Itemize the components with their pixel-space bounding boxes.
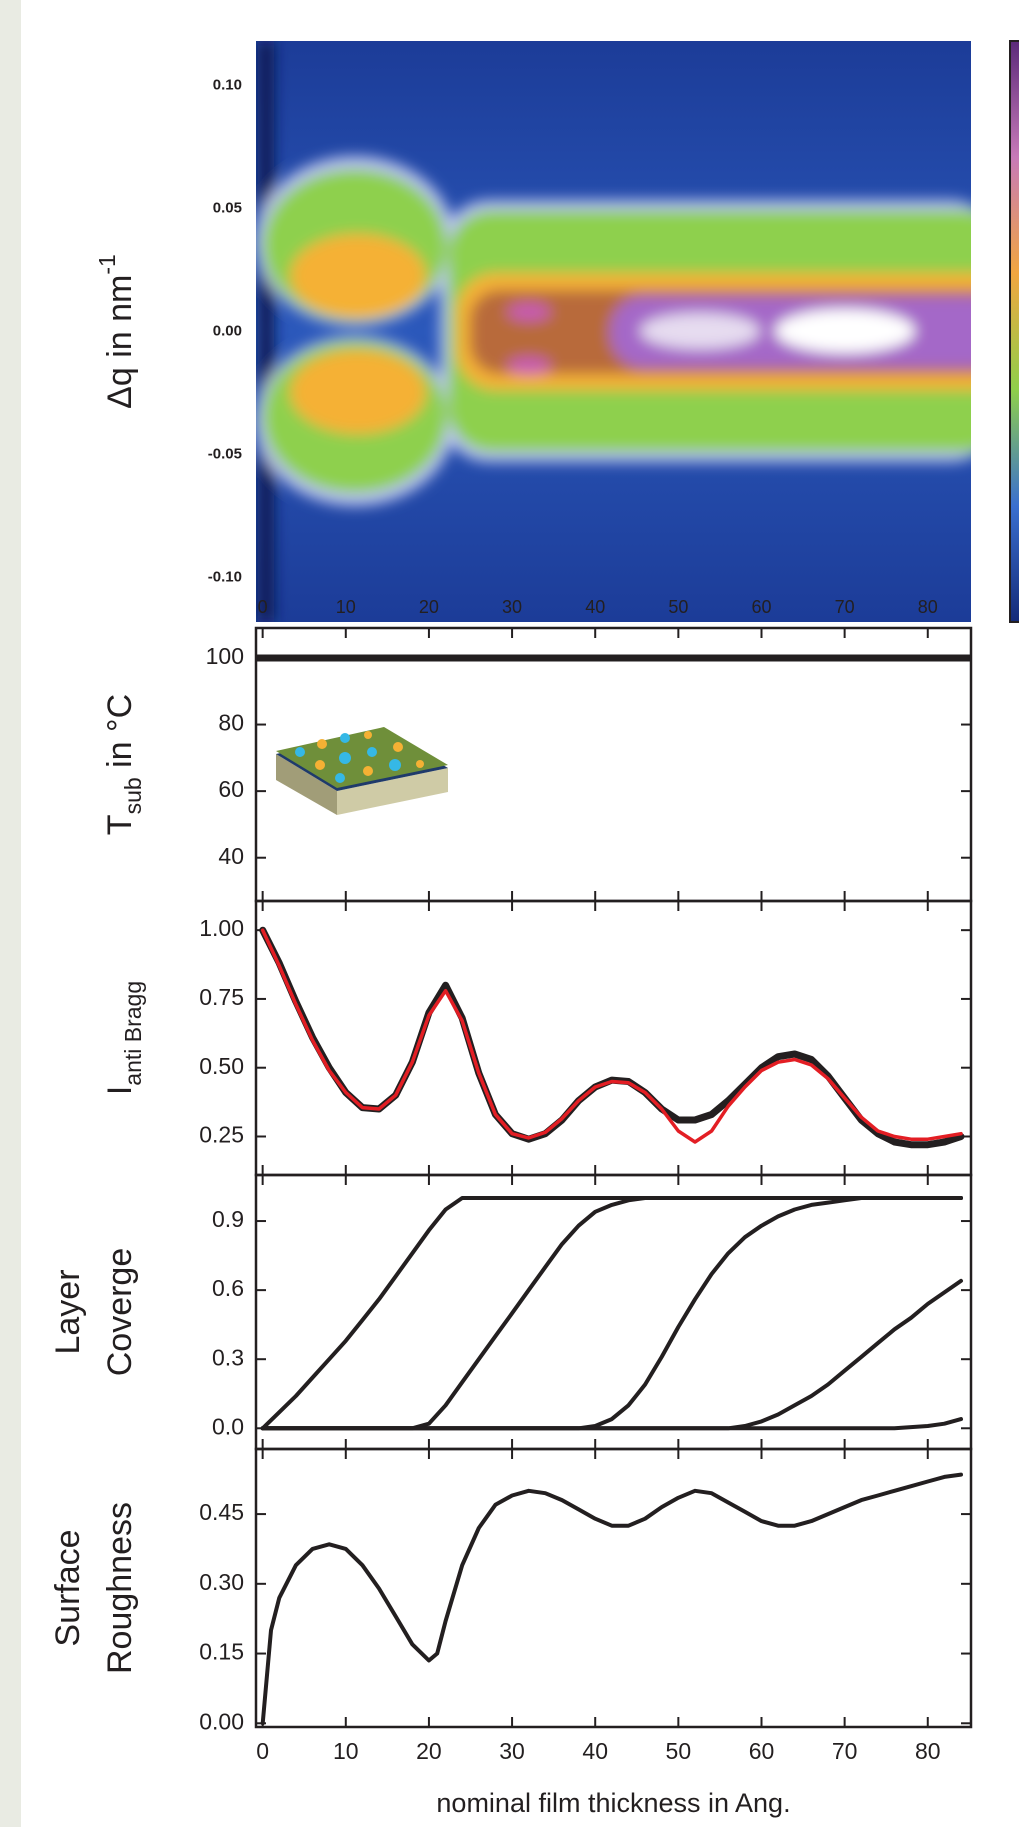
y-tick-label: 0.00: [199, 1708, 244, 1734]
plot-frame: [254, 1447, 973, 1729]
x-tick-label: 70: [832, 1738, 858, 1764]
plot-frame: [254, 899, 973, 1177]
y-tick-label: 0.0: [212, 1413, 244, 1439]
y-axis-label: Layer: [49, 1269, 87, 1354]
y-tick-label: 0.15: [199, 1639, 244, 1665]
x-tick-label: 80: [915, 1738, 941, 1764]
x-tick-label: 70: [835, 597, 855, 617]
y-axis-label: Δq in nm-1: [94, 254, 139, 409]
x-tick-label: 40: [585, 597, 605, 617]
y-tick-label: 0.10: [213, 76, 242, 93]
side-band: [0, 0, 21, 1827]
x-tick-label: 20: [419, 597, 439, 617]
y-tick-label: 100: [206, 643, 244, 669]
y-tick-label: 0.45: [199, 1499, 244, 1525]
plot-area: [260, 1196, 963, 1431]
series-line: [260, 1278, 963, 1431]
plot-frame: [254, 1173, 973, 1451]
y-axis-label-sub: anti Bragg: [120, 981, 146, 1086]
y-tick-label: 80: [218, 710, 244, 736]
colorbar: [1009, 40, 1019, 623]
y-axis-label-sub: sub: [120, 777, 146, 814]
x-tick-label: 50: [666, 1738, 692, 1764]
plot-area: [260, 1472, 963, 1726]
substrate-icon: [276, 727, 448, 815]
y-tick-label: 1.00: [199, 915, 244, 941]
x-tick-label: 30: [499, 1738, 525, 1764]
y-tick-label: 40: [218, 843, 244, 869]
y-axis-label: Coverge: [101, 1248, 139, 1377]
y-axis-label: Surface: [49, 1529, 87, 1646]
heatmap-image: [256, 41, 971, 622]
x-tick-label: 10: [336, 597, 356, 617]
x-tick-label: 10: [333, 1738, 359, 1764]
y-tick-label: 60: [218, 776, 244, 802]
y-tick-label: -0.10: [208, 569, 242, 586]
y-axis-label-main: I: [101, 1086, 139, 1095]
x-tick-label: 60: [749, 1738, 775, 1764]
y-tick-label: -0.05: [208, 446, 242, 463]
x-tick-label: 30: [502, 597, 522, 617]
series-line: [260, 1472, 963, 1726]
x-axis-label: nominal film thickness in Ang.: [436, 1788, 790, 1818]
y-tick-label: 0.50: [199, 1053, 244, 1079]
series-line: [260, 1417, 963, 1431]
x-tick-label: 0: [256, 1738, 269, 1764]
y-axis-label-suffix: in °C: [101, 694, 139, 778]
series-line: [260, 1196, 963, 1431]
x-tick-label: 60: [751, 597, 771, 617]
x-tick-label: 80: [918, 597, 938, 617]
series-line: [260, 928, 963, 1144]
y-tick-label: 0.00: [213, 322, 242, 339]
y-axis-label-sup: -1: [94, 254, 120, 274]
x-tick-label: 20: [416, 1738, 442, 1764]
y-tick-label: 0.3: [212, 1344, 244, 1370]
y-axis-label-main: Δq in nm: [101, 275, 139, 409]
y-axis-label: Tsub in °C: [101, 694, 146, 835]
x-tick-label: 50: [668, 597, 688, 617]
y-tick-label: 0.75: [199, 984, 244, 1010]
y-tick-label: 0.25: [199, 1122, 244, 1148]
y-tick-label: 0.6: [212, 1275, 244, 1301]
y-tick-label: 0.9: [212, 1206, 244, 1232]
x-tick-label: 40: [582, 1738, 608, 1764]
y-axis-label-main: T: [101, 814, 139, 835]
y-axis-label: Roughness: [101, 1502, 139, 1674]
y-tick-label: 0.05: [213, 199, 242, 216]
y-axis-label: Ianti Bragg: [101, 981, 146, 1095]
plot-area: [259, 926, 965, 1149]
y-tick-label: 0.30: [199, 1569, 244, 1595]
x-tick-label: 0: [258, 597, 268, 617]
